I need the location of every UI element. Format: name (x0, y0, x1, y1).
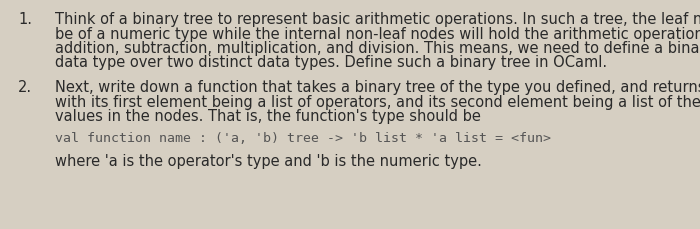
Text: 1.: 1. (18, 12, 32, 27)
Text: with its first element being a list of operators, and its second element being a: with its first element being a list of o… (55, 95, 700, 109)
Text: where 'a is the operator's type and 'b is the numeric type.: where 'a is the operator's type and 'b i… (55, 154, 482, 169)
Text: Next, write down a function that takes a binary tree of the type you defined, an: Next, write down a function that takes a… (55, 80, 700, 95)
Text: val function name : ('a, 'b) tree -> 'b list * 'a list = <fun>: val function name : ('a, 'b) tree -> 'b … (55, 131, 551, 144)
Text: be of a numeric type while the internal non-leaf nodes will hold the arithmetic : be of a numeric type while the internal … (55, 27, 700, 41)
Text: 2.: 2. (18, 80, 32, 95)
Text: data type over two distinct data types. Define such a binary tree in OCaml.: data type over two distinct data types. … (55, 55, 607, 71)
Text: values in the nodes. That is, the function's type should be: values in the nodes. That is, the functi… (55, 109, 481, 124)
Text: addition, subtraction, multiplication, and division. This means, we need to defi: addition, subtraction, multiplication, a… (55, 41, 700, 56)
Text: Think of a binary tree to represent basic arithmetic operations. In such a tree,: Think of a binary tree to represent basi… (55, 12, 700, 27)
